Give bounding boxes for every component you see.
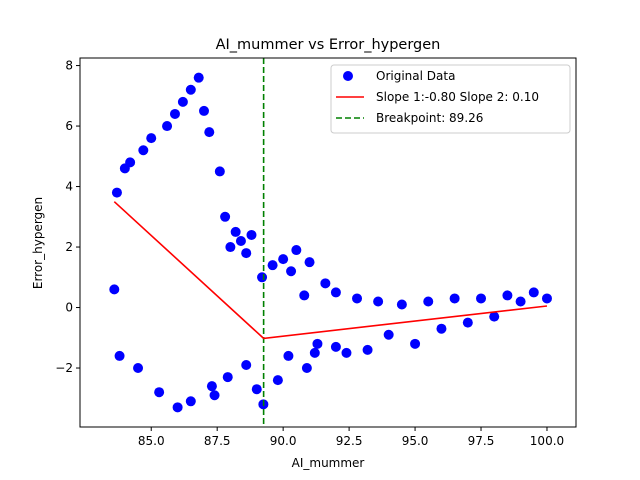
- legend-label-breakpoint: Breakpoint: 89.26: [376, 111, 483, 125]
- data-point: [230, 226, 241, 237]
- data-point: [373, 296, 384, 307]
- x-tick-label: 97.5: [468, 434, 495, 448]
- data-point: [146, 133, 157, 144]
- data-point: [436, 323, 447, 334]
- data-point: [515, 296, 526, 307]
- x-tick-label: 87.5: [204, 434, 231, 448]
- data-point: [286, 266, 297, 277]
- data-point: [220, 211, 231, 222]
- y-axis: −2 0 2 4 6 8: [55, 59, 80, 375]
- x-tick-label: 85.0: [138, 434, 165, 448]
- data-point: [199, 105, 209, 116]
- data-point: [462, 317, 473, 328]
- data-point: [309, 347, 320, 358]
- legend-label-fit: Slope 1:-0.80 Slope 2: 0.10: [376, 90, 539, 104]
- data-point: [185, 84, 196, 95]
- chart-title: AI_mummer vs Error_hypergen: [216, 37, 441, 53]
- data-point: [330, 341, 341, 352]
- fit-line: [113, 201, 548, 340]
- y-tick-label: 0: [65, 301, 73, 315]
- data-point: [301, 363, 312, 374]
- plot-frame: [79, 57, 577, 428]
- y-tick-label: 8: [65, 59, 73, 73]
- data-point: [241, 359, 252, 370]
- data-point: [138, 145, 149, 156]
- y-tick-label: 6: [65, 119, 73, 133]
- data-point: [162, 121, 173, 132]
- x-tick-label: 92.5: [336, 434, 363, 448]
- data-point: [185, 396, 196, 407]
- x-tick-label: 90.0: [270, 434, 297, 448]
- data-point: [133, 363, 144, 374]
- data-point: [204, 127, 215, 138]
- data-point: [154, 387, 165, 398]
- data-point: [257, 272, 268, 283]
- data-point: [169, 108, 180, 119]
- data-point: [193, 72, 204, 83]
- data-point: [235, 235, 246, 246]
- data-point: [330, 287, 341, 298]
- data-point: [291, 245, 302, 256]
- data-point: [278, 254, 289, 265]
- data-point: [109, 284, 120, 295]
- data-point: [304, 257, 315, 268]
- data-point: [541, 293, 552, 304]
- data-point: [246, 229, 257, 240]
- legend-marker-points: [343, 71, 353, 81]
- data-point: [362, 344, 373, 355]
- data-point: [177, 96, 188, 107]
- y-axis-label: Error_hypergen: [31, 197, 45, 289]
- data-point: [489, 311, 500, 322]
- data-point: [222, 372, 233, 383]
- data-point: [502, 290, 513, 301]
- y-tick-label: 2: [65, 240, 73, 254]
- data-point: [410, 338, 421, 349]
- y-tick-label: 4: [65, 180, 73, 194]
- data-point: [225, 242, 236, 253]
- x-tick-label: 95.0: [402, 434, 429, 448]
- x-tick-label: 100.0: [530, 434, 564, 448]
- data-point: [209, 390, 220, 401]
- data-point: [341, 347, 352, 358]
- data-point: [312, 338, 323, 349]
- data-point: [272, 375, 283, 386]
- x-axis-label: AI_mummer: [292, 456, 365, 470]
- data-point: [320, 278, 331, 289]
- data-point: [111, 187, 122, 198]
- data-point: [423, 296, 434, 307]
- legend: Original Data Slope 1:-0.80 Slope 2: 0.1…: [330, 64, 571, 134]
- y-tick-label: −2: [55, 361, 73, 375]
- plot-area: [109, 58, 552, 427]
- data-point: [125, 157, 136, 168]
- data-point: [352, 293, 363, 304]
- legend-label-points: Original Data: [376, 69, 455, 83]
- legend-box: [330, 64, 571, 134]
- data-point: [449, 293, 460, 304]
- data-point: [206, 381, 217, 392]
- data-point: [114, 350, 125, 361]
- data-point: [299, 290, 310, 301]
- data-point: [528, 287, 539, 298]
- x-axis: 85.0 87.5 90.0 92.5 95.0 97.5 100.0: [138, 427, 564, 448]
- data-point: [241, 248, 252, 259]
- data-point: [214, 166, 225, 177]
- data-point: [283, 350, 294, 361]
- data-point: [383, 329, 394, 340]
- data-point: [267, 260, 278, 271]
- data-point: [172, 402, 183, 413]
- data-point: [476, 293, 487, 304]
- data-point: [396, 299, 407, 310]
- data-point: [251, 384, 262, 395]
